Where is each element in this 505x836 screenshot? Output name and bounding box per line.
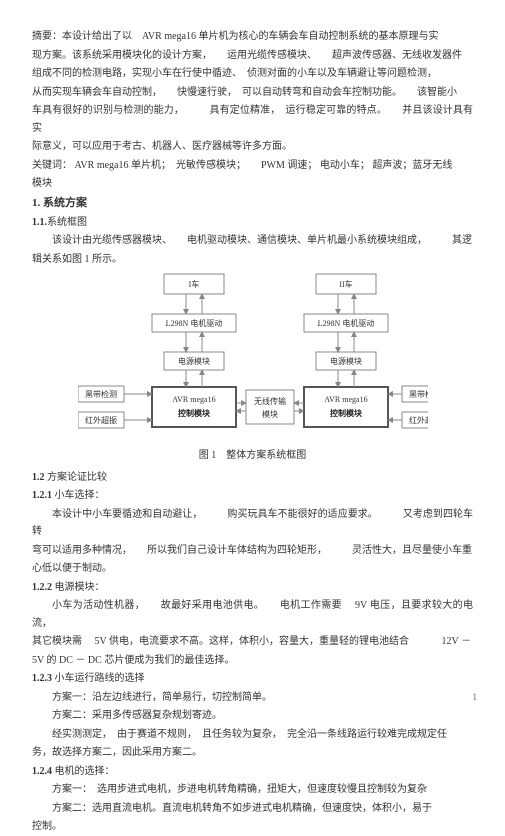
diagram-label-ir-l: 红外超振 [85, 415, 117, 425]
section-1-2-2-p3: 5V 的 DC － DC 芯片便成为我们的最佳选择。 [32, 652, 473, 670]
section-1-2-3-num: 1.2.3 [32, 673, 52, 684]
section-1-2-2-heading: 1.2.2 电源模块： [32, 579, 473, 597]
keywords-line-1: 关键词： AVR mega16 单片机； 光敏传感模块； PWM 调速； 电动小… [32, 157, 473, 175]
section-1-2-4-num: 1.2.4 [32, 766, 52, 777]
section-1-2-3-f1: 方案一：沿左边线进行，简单易行，切控制简单。 [32, 689, 473, 707]
diagram-svg: I车 L298N 电机驱动 电源模块 黑带检测 红外超振 AVR mega16 … [78, 272, 428, 444]
section-1-2-2-num: 1.2.2 [32, 582, 52, 593]
section-1-2-3-f2: 方案二：采用多传感器复杂规划寄迹。 [32, 707, 473, 725]
diagram-label-topB: II车 [339, 279, 352, 289]
section-1-2-2-title: 电源模块： [52, 582, 105, 593]
section-1-2-2-p2: 其它模块需 5V 供电，电流要求不高。这样，体积小，容量大，重量轻的锂电池结合 … [32, 633, 473, 651]
section-1-2-4-title: 电机的选择： [52, 766, 115, 777]
section-1-1-p2: 辑关系如图 1 所示。 [32, 251, 473, 269]
section-1-2-3-heading: 1.2.3 小车运行路线的选择 [32, 670, 473, 688]
diagram-label-motor-r: L298N 电机驱动 [317, 318, 374, 328]
abstract-line-1: 摘要：本设计给出了以 AVR mega16 单片机为核心的车辆会车自动控制系统的… [32, 28, 473, 46]
section-1-2-4-heading: 1.2.4 电机的选择： [32, 763, 473, 781]
abstract-line-4: 从而实现车辆会车自动控制， 快慢速行驶， 可以自动转弯和自动会车控制功能。 该智… [32, 84, 473, 102]
section-1-2-4-f2a: 方案二：选用直流电机。直流电机转角不如步进式电机精确，但速度快，体积小，易于 [32, 800, 473, 818]
section-1-1-heading: 1.1.系统框图 [32, 214, 473, 232]
diagram-label-power-l: 电源模块 [178, 356, 210, 366]
diagram-label-wl2: 模块 [262, 409, 278, 419]
section-1-2-1-num: 1.2.1 [32, 490, 52, 501]
keywords-line-2: 模块 [32, 175, 473, 193]
section-1-title: . 系统方案 [38, 197, 88, 209]
diagram-label-motor-l: L298N 电机驱动 [165, 318, 222, 328]
abstract-line-5: 车具有很好的识别与检测的能力， 具有定位精准， 运行稳定可靠的特点。 并且该设计… [32, 102, 473, 137]
section-1-2-2-p1: 小车为活动性机器， 故最好采用电池供电。 电机工作需要 9V 电压，且要求较大的… [32, 597, 473, 632]
diagram-caption: 图 1 整体方案系统框图 [199, 447, 307, 465]
section-1-2-4-f2b: 控制。 [32, 818, 473, 836]
section-1-2-3-p1: 经实测测定， 由于赛道不规则， 且任务较为复杂， 完全沿一条线路运行较难完成规定… [32, 726, 473, 744]
section-1-2-3-title: 小车运行路线的选择 [52, 673, 145, 684]
diagram-label-ctrl-r-1: AVR mega16 [324, 395, 367, 404]
section-1-1-p1: 该设计由光缆传感器模块、 电机驱动模块、通信模块、单片机最小系统模块组成， 其逻 [32, 232, 473, 250]
section-1-heading: 1. 系统方案 [32, 194, 473, 213]
section-1-2-1-p1: 本设计中小车要循迹和自动避让， 购买玩具车不能很好的适应要求。 又考虑到四轮车转 [32, 506, 473, 541]
page-number: 1 [473, 690, 478, 706]
diagram-label-ctrl-l-1: AVR mega16 [172, 395, 215, 404]
section-1-2-1-heading: 1.2.1 小车选择： [32, 487, 473, 505]
diagram-label-ir-r: 红外超振 [409, 415, 428, 425]
diagram-label-topA: I车 [188, 279, 199, 289]
section-1-2-1-title: 小车选择： [52, 490, 105, 501]
section-1-2-4-f1: 方案一： 选用步进式电机，步进电机转角精确，扭矩大，但速度较慢且控制较为复杂 [32, 781, 473, 799]
diagram-label-wl1: 无线传输 [254, 396, 286, 406]
abstract-line-6: 际意义，可以应用于考古、机器人、医疗器械等许多方面。 [32, 138, 473, 156]
section-1-2-1-p2: 弯可以适用多种情况， 所以我们自己设计车体结构为四轮矩形， 灵活性大，且尽量使小… [32, 542, 473, 560]
abstract-line-2: 现方案。该系统采用模块化的设计方案， 运用光缆传感模块、 超声波传感器、无线收发… [32, 47, 473, 65]
section-1-1-num: 1.1. [32, 217, 47, 228]
section-1-2-3-p2: 务，故选择方案二，因此采用方案二。 [32, 744, 473, 762]
section-1-2-heading: 1.2 方案论证比较 [32, 469, 473, 487]
diagram-label-bw-r: 黑带检测 [409, 389, 428, 399]
section-1-2-num: 1.2 [32, 472, 45, 483]
diagram-label-ctrl-l-2: 控制模块 [178, 408, 211, 418]
section-1-2-1-p3: 心低以便于制动。 [32, 560, 473, 578]
diagram-label-bw-l: 黑带检测 [85, 389, 117, 399]
diagram-label-power-r: 电源模块 [330, 356, 362, 366]
section-1-1-title: 系统框图 [47, 217, 87, 228]
section-1-2-title: 方案论证比较 [45, 472, 108, 483]
system-diagram: I车 L298N 电机驱动 电源模块 黑带检测 红外超振 AVR mega16 … [32, 272, 473, 465]
abstract-line-3: 组成不同的检测电路，实现小车在行使中循迹、 侦测对面的小车以及车辆避让等问题检测… [32, 65, 473, 83]
diagram-label-ctrl-r-2: 控制模块 [330, 408, 363, 418]
